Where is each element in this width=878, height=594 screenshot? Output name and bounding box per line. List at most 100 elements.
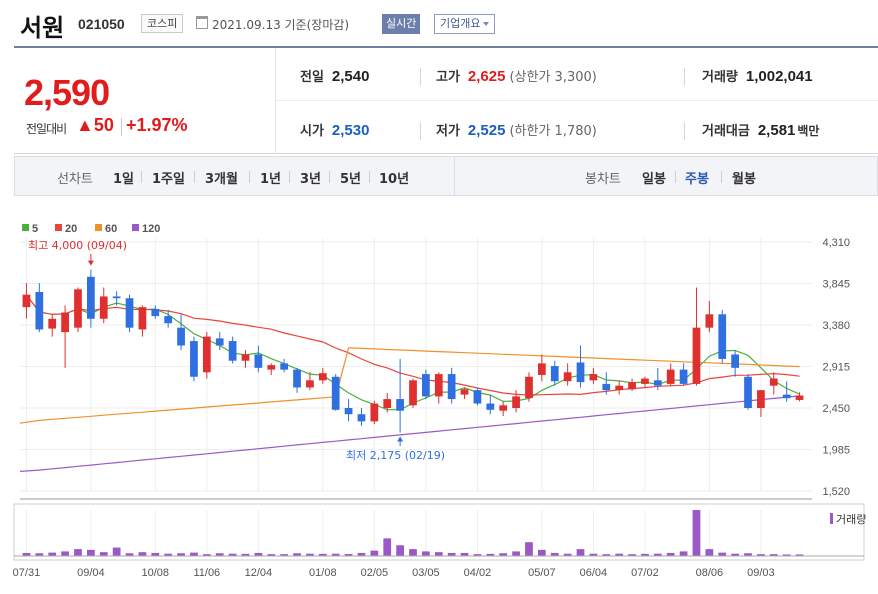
volume-bar [589, 553, 598, 556]
candle-body [22, 294, 31, 308]
candle-body [589, 374, 598, 381]
period-1d[interactable]: 1일 [113, 172, 135, 187]
row-divider [276, 100, 878, 101]
period-bar: 선차트 1일 1주일 3개월 1년 3년 5년 10년 봉차트 일봉 주봉 월봉 [14, 156, 878, 196]
ma-120-line [19, 395, 800, 472]
high-label: 고가 [436, 70, 460, 85]
x-tick-label: 09/04 [77, 567, 105, 579]
candle-body [718, 314, 727, 359]
volume-label: 거래량 [702, 70, 738, 85]
volume-bar [331, 553, 340, 556]
divider [249, 171, 250, 183]
lower-limit: (하한가 1,780) [509, 124, 597, 139]
volume-bar [628, 554, 636, 556]
market-badge: 코스피 [141, 14, 184, 33]
candle-body [499, 405, 508, 411]
open-label: 시가 [300, 124, 324, 139]
divider [675, 171, 676, 183]
ma-60-line [19, 347, 800, 424]
volume-bar [383, 538, 392, 556]
x-tick-label: 08/06 [696, 567, 724, 579]
high-price: 고가 2,625 (상한가 3,300) [436, 66, 597, 85]
period-1y[interactable]: 1년 [260, 172, 282, 187]
candle-body [537, 363, 546, 375]
company-overview-dropdown[interactable]: 기업개요 [434, 14, 496, 34]
candle-body [254, 354, 263, 368]
candle-body [306, 380, 314, 388]
candle-body [525, 376, 533, 399]
period-5y[interactable]: 5년 [340, 172, 362, 187]
period-3m[interactable]: 3개월 [205, 172, 238, 187]
candle-chart-label: 봉차트 [585, 172, 621, 187]
volume-bar [602, 554, 611, 556]
volume-bar [769, 554, 778, 556]
candle-body [460, 389, 469, 395]
divider [121, 118, 122, 136]
candle-weekly[interactable]: 주봉 [685, 172, 709, 187]
upper-limit: (상한가 3,300) [509, 70, 597, 85]
volume-bar [434, 552, 443, 556]
divider [141, 171, 142, 183]
candle-body [344, 408, 353, 415]
candle-body [164, 316, 173, 324]
volume: 거래량 1,002,041 [702, 66, 813, 85]
period-1w[interactable]: 1주일 [152, 172, 185, 187]
candle-body [628, 382, 636, 390]
chart-legend: 5 20 60 120 [22, 223, 160, 235]
volume-bar [177, 553, 185, 556]
volume-bar [228, 553, 237, 556]
volume-bar [87, 549, 95, 556]
amount-value: 2,581 [757, 122, 796, 139]
volume-bar [422, 551, 430, 556]
candle-body [666, 369, 675, 384]
change-rate: +1.97% [126, 115, 188, 135]
volume-bar [757, 554, 765, 556]
volume-bar [22, 552, 31, 556]
volume-bar [486, 553, 495, 556]
high-value: 2,625 [467, 68, 506, 85]
candle-body [653, 380, 662, 386]
volume-value: 1,002,041 [745, 68, 813, 85]
volume-bar [254, 552, 263, 556]
legend-swatch [55, 224, 62, 231]
volume-bar [370, 550, 379, 556]
volume-bar [125, 553, 134, 556]
price-box: 2,590 전일대비 ▲50 +1.97% 전일 2,540 고가 2,625 (상한… [14, 46, 878, 154]
volume-bar [460, 552, 469, 556]
volume-bar [512, 551, 520, 556]
period-3y[interactable]: 3년 [300, 172, 322, 187]
low-label: 저가 [436, 124, 460, 139]
realtime-button[interactable]: 실시간 [382, 14, 421, 34]
candle-body [61, 312, 69, 333]
volume-bar [447, 552, 456, 556]
candle-body [202, 336, 211, 373]
candle-monthly[interactable]: 월봉 [732, 172, 756, 187]
current-price-panel: 2,590 전일대비 ▲50 +1.97% [14, 48, 276, 154]
y-tick-label: 1,520 [822, 486, 850, 498]
candle-body [74, 289, 82, 328]
candle-body [692, 327, 701, 384]
candle-body [795, 395, 804, 400]
volume-bar [215, 553, 224, 556]
volume-bar [151, 552, 160, 556]
x-tick-label: 09/03 [747, 567, 775, 579]
candle-body [641, 378, 649, 384]
legend-swatch [132, 224, 139, 231]
y-tick-label: 3,380 [822, 320, 850, 332]
calendar-icon [196, 16, 208, 29]
candle-body [434, 374, 443, 397]
prev-close-value: 2,540 [331, 68, 370, 85]
period-10y[interactable]: 10년 [379, 172, 410, 187]
trade-amount: 거래대금 2,581 백만 [702, 120, 819, 139]
annotations: 최고 4,000 (09/04) 최저 2,175 (02/19) [28, 239, 445, 462]
candle-body [190, 341, 198, 377]
x-tick-label: 11/06 [193, 567, 220, 579]
volume-bar [409, 549, 417, 556]
volume-bar [782, 554, 791, 556]
candle-body [512, 396, 520, 408]
candle-daily[interactable]: 일봉 [642, 172, 666, 187]
candle-body [757, 390, 765, 408]
line-chart-label: 선차트 [57, 172, 93, 187]
legend-label: 120 [142, 223, 160, 235]
